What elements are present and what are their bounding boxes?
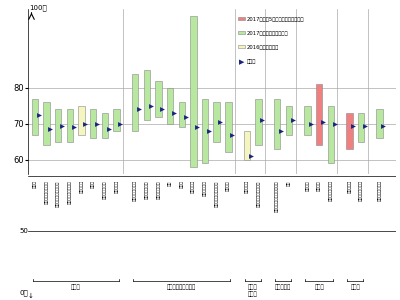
Bar: [132, 74, 138, 131]
Text: 100点: 100点: [29, 4, 47, 11]
Bar: [286, 106, 292, 134]
Bar: [328, 106, 334, 163]
Text: 0点: 0点: [20, 290, 28, 296]
Bar: [255, 99, 262, 145]
Text: 通販・電子商取引: 通販・電子商取引: [133, 180, 137, 201]
Text: 国内航空: 国内航空: [226, 180, 230, 191]
Text: 生活支援系: 生活支援系: [275, 285, 291, 290]
Bar: [67, 110, 73, 142]
Text: 中央値: 中央値: [247, 59, 256, 64]
Text: ドラッグストア: ドラッグストア: [103, 180, 107, 199]
Bar: [316, 84, 322, 145]
Text: エンターテインメント: エンターテインメント: [215, 180, 219, 206]
Bar: [178, 102, 185, 128]
Text: 旅客: 旅客: [168, 180, 172, 185]
Text: 銀行・個人・投資: 銀行・個人・投資: [359, 180, 363, 201]
Bar: [214, 102, 220, 142]
Bar: [244, 131, 250, 160]
Bar: [32, 99, 38, 134]
Text: 金融系: 金融系: [314, 285, 324, 290]
Bar: [358, 113, 364, 142]
Bar: [304, 106, 311, 134]
Text: 生命保険: 生命保険: [317, 180, 321, 191]
Bar: [113, 110, 120, 131]
Bar: [225, 102, 232, 152]
Text: カー用品店: カー用品店: [114, 180, 118, 194]
Text: ビジネスホテル: ビジネスホテル: [156, 180, 160, 199]
Text: コンビニエンスストア: コンビニエンスストア: [56, 180, 60, 206]
Text: 図書館: 図書館: [33, 180, 37, 188]
Text: 小売系: 小売系: [71, 285, 81, 290]
Text: 50: 50: [20, 228, 28, 234]
Text: ↓: ↓: [27, 293, 33, 299]
Bar: [90, 110, 96, 138]
Text: 宅配サービス: 宅配サービス: [203, 180, 207, 196]
Text: その他: その他: [350, 285, 360, 290]
Text: 2017年度第5回（今回）発表の範囲: 2017年度第5回（今回）発表の範囲: [247, 16, 304, 22]
Text: 家電量販店: 家電量販店: [80, 180, 84, 194]
Bar: [167, 88, 173, 124]
Text: クレジットカード: クレジットカード: [329, 180, 333, 201]
Bar: [102, 113, 108, 138]
Bar: [202, 99, 208, 163]
Text: ファミレス: ファミレス: [191, 180, 195, 194]
Text: カフェ: カフェ: [180, 180, 184, 188]
Text: 捜保保険: 捜保保険: [306, 180, 310, 191]
Bar: [155, 81, 162, 117]
Bar: [144, 70, 150, 120]
Text: 国内小売店: 国内小売店: [245, 180, 249, 194]
Text: 捜保: 捜保: [287, 180, 291, 185]
Text: スーパーマーケット: スーパーマーケット: [45, 180, 49, 204]
Text: フィトネスクラブサービス: フィトネスクラブサービス: [275, 180, 279, 212]
Text: 2016年度調査結果: 2016年度調査結果: [247, 45, 279, 50]
Text: ▶: ▶: [239, 59, 244, 65]
Text: フィットネスクラブ: フィットネスクラブ: [68, 180, 72, 204]
Bar: [55, 110, 62, 142]
Text: ソニー捜保: ソニー捜保: [348, 180, 352, 194]
Text: フィットネスサービス: フィットネスサービス: [256, 180, 260, 206]
Text: サービスホテル: サービスホテル: [145, 180, 149, 199]
Bar: [346, 113, 353, 149]
Text: 書行・個人・投資: 書行・個人・投資: [378, 180, 382, 201]
Text: 観光・飲食・交通系: 観光・飲食・交通系: [167, 285, 196, 290]
Text: 百貨店: 百貨店: [91, 180, 95, 188]
Bar: [78, 106, 85, 134]
Bar: [376, 110, 383, 138]
Text: 2017年度調査済みの範囲: 2017年度調査済みの範囲: [247, 31, 288, 36]
Bar: [190, 16, 196, 167]
Bar: [274, 99, 280, 149]
Text: 通信・
情報系: 通信・ 情報系: [248, 285, 258, 297]
Bar: [44, 102, 50, 145]
